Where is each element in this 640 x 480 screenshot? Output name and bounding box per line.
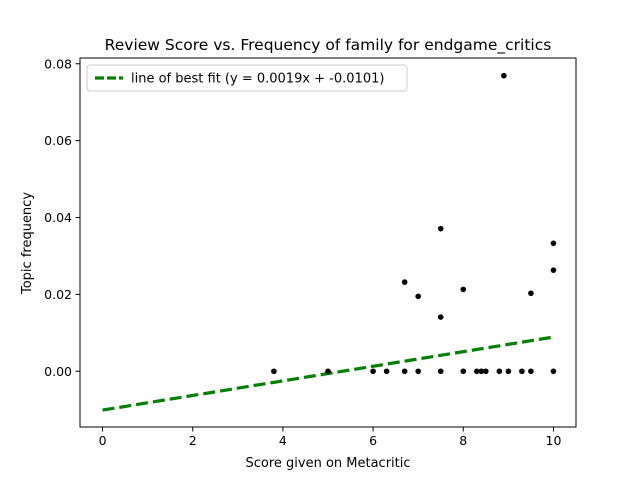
data-point-2 <box>370 368 376 375</box>
data-point-16 <box>496 368 503 375</box>
data-point-23 <box>550 267 557 273</box>
x-tick-label-5: 10 <box>546 433 562 448</box>
x-tick-label-2: 4 <box>279 433 287 448</box>
chart-title: Review Score vs. Frequency of family for… <box>105 36 552 55</box>
x-tick-label-4: 8 <box>459 433 467 448</box>
x-tick-label-1: 2 <box>189 433 197 448</box>
y-tick-label-4: 0.08 <box>44 56 72 71</box>
data-point-1 <box>325 368 331 375</box>
data-point-17 <box>501 72 507 79</box>
data-point-10 <box>437 225 444 232</box>
x-axis-label: Score given on Metacritic <box>245 456 410 471</box>
data-point-18 <box>505 368 512 375</box>
data-point-4 <box>401 368 408 375</box>
data-point-0 <box>271 368 277 375</box>
axes-frame <box>79 57 577 428</box>
data-point-5 <box>401 279 408 285</box>
legend-box <box>86 64 408 92</box>
data-point-7 <box>415 293 421 300</box>
data-point-14 <box>478 368 485 375</box>
data-point-11 <box>460 368 467 375</box>
x-tick-label-3: 6 <box>369 433 377 448</box>
data-point-12 <box>460 286 467 293</box>
data-point-13 <box>474 368 480 375</box>
y-tick-label-2: 0.04 <box>44 210 72 225</box>
data-point-8 <box>437 368 444 375</box>
y-tick-label-3: 0.06 <box>44 133 72 148</box>
y-tick-label-0: 0.00 <box>44 364 72 379</box>
axes: 0 2 4 6 8 10 0.00 0.02 0.04 0.06 0.08 <box>44 56 577 448</box>
data-point-6 <box>415 368 421 375</box>
x-tick-label-0: 0 <box>99 433 107 448</box>
legend: line of best fit (y = 0.0019x + -0.0101) <box>86 64 408 92</box>
y-axis-label: Topic frequency <box>20 192 35 295</box>
plot-area <box>102 72 557 412</box>
data-point-19 <box>519 368 525 375</box>
data-point-24 <box>550 240 557 247</box>
data-point-3 <box>383 368 390 375</box>
data-point-21 <box>528 290 534 297</box>
data-point-20 <box>528 368 534 375</box>
data-point-22 <box>550 368 557 375</box>
y-tick-label-1: 0.02 <box>44 287 72 302</box>
data-point-9 <box>437 314 444 320</box>
legend-label: line of best fit (y = 0.0019x + -0.0101) <box>131 72 384 87</box>
data-point-15 <box>483 368 489 375</box>
